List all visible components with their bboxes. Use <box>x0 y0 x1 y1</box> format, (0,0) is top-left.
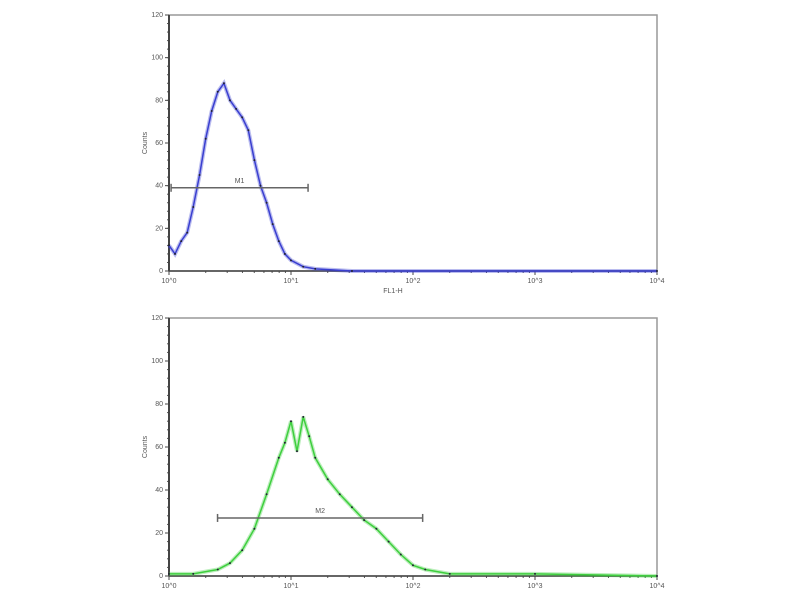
plot-frame <box>168 317 658 577</box>
data-point <box>192 206 195 208</box>
data-point <box>338 493 341 496</box>
y-tick-label: 120 <box>151 12 163 19</box>
x-axis-label: FL1-H <box>383 288 402 295</box>
gate-label: M1 <box>235 178 245 185</box>
x-tick-label: 10^1 <box>284 278 299 285</box>
histogram-panel-1: 0 20 40 60 80 100 120 10^0 10^1 10^2 10^3 10^4 FL1-H… <box>142 12 665 295</box>
y-tick-label: 60 <box>155 140 163 147</box>
data-point <box>168 244 170 247</box>
x-tick-label: 10^0 <box>162 278 177 285</box>
data-point <box>375 527 378 530</box>
data-point <box>271 223 274 226</box>
data-point <box>198 174 201 176</box>
data-point <box>174 252 177 255</box>
data-point <box>180 240 183 243</box>
data-point <box>247 129 250 132</box>
x-tick-label: 10^2 <box>406 278 421 285</box>
data-point <box>283 252 286 255</box>
data-point <box>314 456 317 459</box>
x-tick-label: 10^2 <box>406 583 421 590</box>
y-tick-label: 0 <box>159 268 163 275</box>
histogram-glow <box>169 416 658 578</box>
data-point <box>277 456 280 459</box>
y-tick-label: 100 <box>151 55 163 62</box>
data-point <box>235 107 238 110</box>
data-point <box>290 259 292 262</box>
y-tick-label: 120 <box>151 315 163 322</box>
data-point <box>424 568 427 571</box>
data-point <box>308 435 311 438</box>
data-point <box>265 493 268 496</box>
data-point <box>186 231 189 234</box>
x-tick-label: 10^1 <box>284 583 299 590</box>
histogram-line <box>169 416 658 577</box>
data-point <box>534 572 536 575</box>
y-tick-label: 0 <box>159 573 163 580</box>
y-tick-label: 20 <box>155 530 163 537</box>
y-tick-label: 40 <box>155 183 163 190</box>
y-axis-label: Counts <box>142 131 149 154</box>
data-point <box>656 575 658 577</box>
data-point <box>222 82 225 85</box>
data-point <box>387 540 390 543</box>
data-point <box>241 549 244 552</box>
data-point <box>168 572 170 575</box>
y-tick-label: 100 <box>151 358 163 365</box>
x-tick-label: 10^4 <box>650 278 665 285</box>
data-point <box>363 519 366 522</box>
y-axis-label: Counts <box>142 435 149 458</box>
data-point <box>314 267 317 270</box>
data-point <box>302 415 305 418</box>
y-tick-label: 60 <box>155 444 163 451</box>
data-point <box>253 527 256 530</box>
data-point <box>253 159 256 162</box>
data-point <box>228 99 231 102</box>
data-point <box>228 562 231 565</box>
x-tick-label: 10^3 <box>528 278 543 285</box>
data-point <box>296 450 299 453</box>
plot-frame <box>168 14 658 272</box>
data-point <box>210 110 213 112</box>
data-point <box>290 420 292 423</box>
data-point <box>412 564 414 567</box>
data-point <box>399 553 402 556</box>
data-point <box>216 90 219 93</box>
histogram-panel-2: 0 20 40 60 80 100 120 10^0 10^1 10^2 10^3 10^4 Count… <box>142 315 665 590</box>
x-tick-label: 10^4 <box>650 583 665 590</box>
data-point <box>656 270 658 272</box>
y-tick-label: 40 <box>155 487 163 494</box>
data-point <box>204 137 207 140</box>
data-point <box>277 240 280 243</box>
data-point <box>448 572 451 575</box>
y-tick-label: 80 <box>155 97 163 104</box>
data-point <box>326 478 329 481</box>
data-point <box>302 265 305 268</box>
data-point <box>283 441 286 444</box>
y-tick-label: 20 <box>155 225 163 232</box>
data-point <box>350 270 353 272</box>
data-point <box>350 506 353 509</box>
x-tick-label: 10^0 <box>162 583 177 590</box>
x-tick-label: 10^3 <box>528 583 543 590</box>
data-point <box>216 568 219 571</box>
data-point <box>241 116 244 119</box>
data-point <box>259 184 262 187</box>
data-point <box>192 572 195 575</box>
data-point <box>265 201 268 204</box>
gate-label: M2 <box>315 508 325 515</box>
y-tick-label: 80 <box>155 401 163 408</box>
